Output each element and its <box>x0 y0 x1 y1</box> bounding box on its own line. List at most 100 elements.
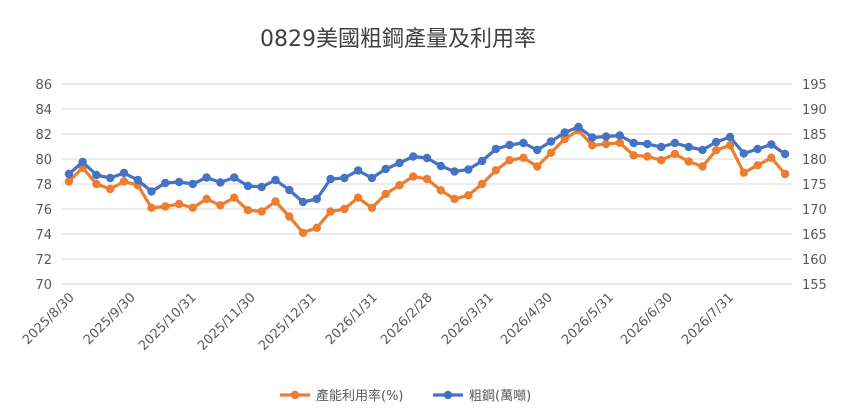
data-point <box>188 203 197 212</box>
data-point <box>161 202 170 211</box>
x-tick-label: 2026/2/28 <box>378 290 436 348</box>
legend-label: 粗鋼(萬噸) <box>469 389 531 404</box>
data-point <box>147 203 156 212</box>
data-point <box>271 197 280 206</box>
data-point <box>767 140 776 149</box>
left-tick-label: 74 <box>35 228 52 243</box>
left-tick-label: 76 <box>35 203 52 218</box>
data-point <box>450 194 459 204</box>
data-point <box>491 166 501 175</box>
data-point <box>161 178 170 188</box>
x-tick-label: 2026/5/31 <box>559 290 617 348</box>
data-point <box>147 187 156 196</box>
data-point <box>422 174 432 184</box>
data-point <box>767 153 776 162</box>
data-point <box>505 140 514 150</box>
data-point <box>505 156 514 165</box>
data-point <box>353 166 363 175</box>
data-point <box>436 186 445 195</box>
data-point <box>92 179 101 189</box>
data-point <box>477 179 487 189</box>
x-tick-label: 2025/11/30 <box>195 290 259 354</box>
data-point <box>133 175 142 185</box>
data-point <box>601 139 611 149</box>
data-point <box>298 228 308 237</box>
data-point <box>174 199 184 209</box>
data-point <box>188 179 197 189</box>
data-point <box>684 157 693 166</box>
data-point <box>560 134 569 144</box>
x-tick-label: 2026/3/31 <box>439 290 497 348</box>
right-tick-label: 170 <box>802 203 827 218</box>
data-point <box>780 149 790 159</box>
data-point <box>698 162 707 171</box>
left-tick-label: 72 <box>35 253 52 268</box>
data-point <box>64 169 74 179</box>
data-point <box>629 138 638 148</box>
right-tick-label: 165 <box>802 228 827 243</box>
data-point <box>560 128 569 137</box>
data-point <box>422 153 432 163</box>
data-point <box>780 169 790 179</box>
data-point <box>464 165 473 174</box>
x-tick-label: 2026/1/31 <box>323 290 381 348</box>
data-point <box>381 164 390 174</box>
data-point <box>92 170 101 180</box>
data-point <box>574 122 583 132</box>
data-point <box>409 172 418 181</box>
left-tick-label: 80 <box>35 153 52 168</box>
data-point <box>202 173 211 182</box>
data-point <box>353 193 363 202</box>
right-tick-label: 155 <box>802 278 827 293</box>
legend: 產能利用率(%) 粗鋼(萬噸) <box>280 388 531 404</box>
data-point <box>78 157 87 167</box>
data-point <box>643 152 652 161</box>
right-tick-label: 160 <box>802 253 827 268</box>
legend-label: 產能利用率(%) <box>316 388 404 404</box>
right-tick-label: 195 <box>802 78 827 93</box>
data-point <box>326 207 335 216</box>
data-point <box>298 197 308 207</box>
left-tick-label: 78 <box>35 178 52 193</box>
data-point <box>243 206 253 215</box>
x-tick-label: 2025/8/30 <box>20 290 78 348</box>
data-point <box>230 173 239 182</box>
x-tick-label: 2025/9/30 <box>81 290 139 348</box>
data-point <box>257 182 266 192</box>
left-y-axis: 70 72 74 76 78 80 82 84 86 <box>35 78 52 293</box>
data-point <box>216 178 225 187</box>
data-point <box>450 167 459 176</box>
data-point <box>588 141 597 150</box>
right-tick-label: 180 <box>802 153 827 168</box>
data-point <box>698 145 707 155</box>
data-point <box>519 138 528 148</box>
left-tick-label: 70 <box>35 278 52 293</box>
data-point <box>312 194 321 204</box>
x-tick-label: 2026/6/30 <box>618 290 676 348</box>
data-point <box>340 204 349 214</box>
data-point <box>464 191 473 200</box>
left-tick-label: 84 <box>35 103 52 118</box>
data-point <box>271 175 280 185</box>
data-point <box>395 158 404 168</box>
data-point <box>725 132 735 142</box>
data-point <box>312 223 321 232</box>
data-point <box>216 201 225 210</box>
data-point <box>629 151 638 160</box>
series-layer <box>64 122 790 237</box>
data-point <box>257 207 266 216</box>
data-point <box>546 148 556 157</box>
data-point <box>753 161 762 170</box>
data-point <box>657 156 666 165</box>
right-tick-label: 175 <box>802 178 827 193</box>
data-point <box>409 152 418 161</box>
data-point <box>739 168 748 177</box>
right-y-axis: 155 160 165 170 175 180 185 190 195 <box>802 78 827 293</box>
data-point <box>519 153 528 162</box>
left-tick-label: 82 <box>35 128 52 143</box>
data-point <box>739 149 748 158</box>
data-point <box>285 185 294 195</box>
data-point <box>119 168 129 178</box>
